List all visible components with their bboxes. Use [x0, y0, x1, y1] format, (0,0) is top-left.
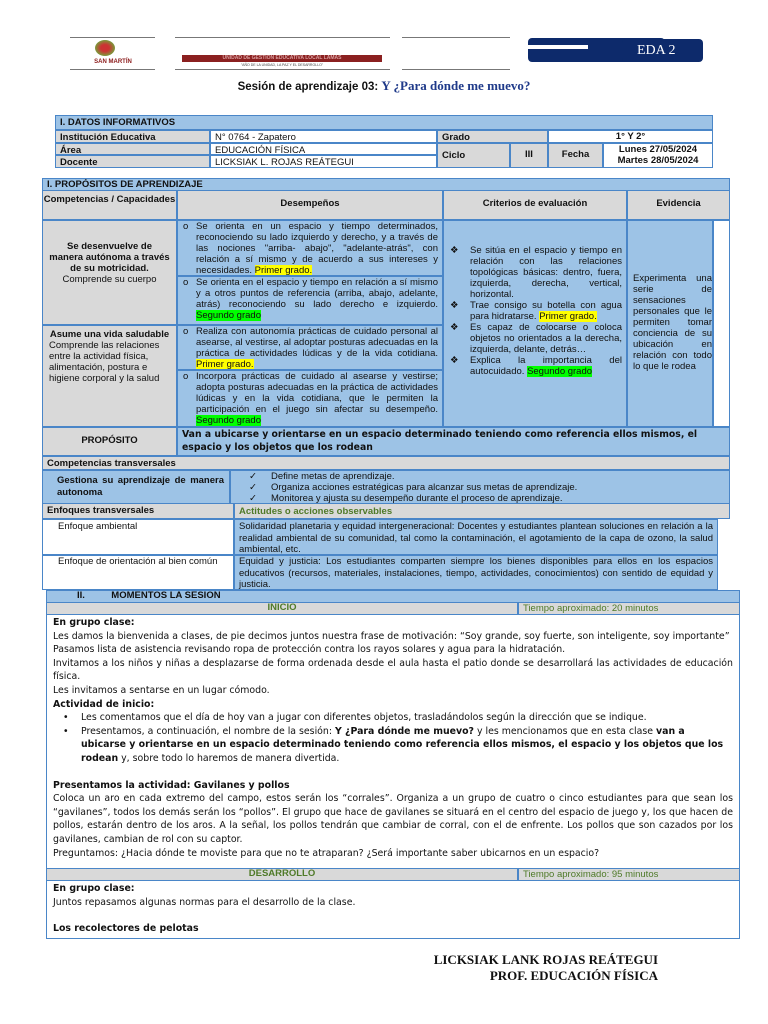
enfoque-text: Solidaridad planetaria y equidad interge… [234, 519, 718, 555]
list-item: Define metas de aprendizaje. [271, 471, 395, 482]
desempeno-text: Realiza con autonomía prácticas de cuida… [196, 326, 438, 359]
ugel-banner: UNIDAD DE GESTIÓN EDUCATIVA LOCAL LAMAS [182, 55, 382, 62]
capacidad: Comprende las relaciones entre la activi… [49, 340, 160, 384]
grade-tag: Segundo grado [196, 415, 261, 426]
criterios-cell: ❖ Se sitúa en el espacio y tiempo en rela… [443, 220, 627, 427]
competencia-1: Se desenvuelve de manera autónoma a trav… [42, 220, 177, 325]
date: Lunes 27/05/2024 [618, 144, 698, 155]
signature-name: LICKSIAK LANK ROJAS REÁTEGUI [433, 952, 658, 967]
proposito-text: Van a ubicarse y orientarse en un espaci… [177, 427, 730, 456]
paragraph: Invitamos a los niños y niñas a desplaza… [53, 657, 733, 683]
enfoque-name: Enfoque de orientación al bien común [42, 555, 234, 590]
check-icon: ✓ [249, 493, 257, 504]
desempeno-text: Se orienta en un espacio y tiempo determ… [196, 221, 438, 276]
competencia-2: Asume una vida saludable Comprende las r… [42, 325, 177, 427]
enfoque-name: Enfoque ambiental [42, 519, 234, 555]
column-header: Desempeños [177, 190, 443, 220]
badge-text: EDA 2 [637, 43, 676, 58]
column-header: Competencias / Capacidades [42, 190, 177, 220]
evidencia-cell: Experimenta una serie de sensaciones per… [627, 220, 713, 427]
page-title: Sesión de aprendizaje 03: Y ¿Para dónde … [237, 78, 531, 93]
value: EDUCACIÓN FÍSICA [210, 143, 437, 155]
section-heading: I. DATOS INFORMATIVOS [55, 115, 713, 130]
list-item: Presentamos, a continuación, el nombre d… [47, 725, 733, 766]
competencia-title: Asume una vida saludable [49, 329, 170, 340]
capacidades-list: ✓ Define metas de aprendizaje. ✓ Organiza … [230, 470, 730, 504]
value: III [510, 143, 548, 168]
criterio-text: Trae consigo su botella con agua para hi… [470, 300, 622, 322]
desempeno-item: o Incorpora prácticas de cuidado al asear… [177, 370, 443, 427]
paragraph: Preguntamos: ¿Hacia dónde te moviste par… [53, 847, 600, 859]
label: Fecha [548, 143, 603, 168]
proposito-label: PROPÓSITO [42, 427, 177, 456]
desarrollo-content: En grupo clase: Juntos repasamos algunas… [46, 880, 740, 939]
label: Ciclo [437, 143, 510, 168]
label: Docente [55, 155, 210, 168]
column-header: Criterios de evaluación [443, 190, 627, 220]
label: Institución Educativa [55, 130, 210, 143]
desempeno-text: Se orienta en el espacio y tiempo en rel… [196, 277, 438, 310]
value: LICKSIAK L. ROJAS REÁTEGUI [210, 155, 437, 168]
subheading: En grupo clase: [53, 617, 135, 628]
grade-tag: Segundo grado [196, 310, 261, 321]
regional-government-logo [95, 40, 115, 56]
text: van a ubicarse y orientarse en un espaci… [81, 725, 724, 764]
desempeno-text: Incorpora prácticas de cuidado al asears… [196, 371, 438, 415]
capacidad: Comprende su cuerpo [62, 274, 157, 285]
check-icon: ✓ [249, 482, 257, 493]
list-item: Monitorea y ajusta su desempeño durante … [271, 493, 563, 504]
enfoque-text: Equidad y justicia: Los estudiantes comp… [234, 555, 718, 590]
subheading: Presentamos la actividad: Gavilanes y po… [53, 779, 290, 791]
paragraph: Les damos la bienvenida a clases, de pie… [53, 630, 730, 642]
column-header: Evidencia [627, 190, 730, 220]
desempeno-item: o Se orienta en el espacio y tiempo en re… [177, 276, 443, 325]
inicio-content: En grupo clase: Les damos la bienvenida … [46, 614, 740, 869]
value: 1° Y 2° [548, 130, 713, 143]
paragraph: Pasamos lista de asistencia revisando ro… [53, 644, 566, 656]
subheading: En grupo clase: [53, 883, 135, 894]
competencia-transversal: Gestiona su aprendizaje de manera autono… [42, 470, 230, 504]
signature-block: LICKSIAK LANK ROJAS REÁTEGUI PROF. EDUCA… [400, 952, 658, 984]
fecha-value: Lunes 27/05/2024 Martes 28/05/2024 [603, 143, 713, 168]
column-header: Actitudes o acciones observables [234, 503, 730, 519]
ugel-motto: "AÑO DE LA UNIDAD, LA PAZ Y EL DESARROLL… [240, 63, 324, 67]
paragraph: Les invitamos a sentarse en un lugar cóm… [53, 684, 270, 696]
list-item: Les comentamos que el día de hoy van a j… [47, 711, 733, 725]
criterio-text: Es capaz de colocarse o coloca objetos n… [470, 322, 622, 355]
text: y, sobre todo lo haremos de manera diver… [118, 752, 340, 764]
logo-text: SAN MARTÍN [94, 59, 132, 65]
label: Grado [437, 130, 548, 143]
text: y les mencionamos que en esta clase [474, 725, 657, 737]
desempeno-item: o Realiza con autonomía prácticas de cuid… [177, 325, 443, 370]
text: Presentamos, a continuación, el nombre d… [81, 725, 335, 737]
blank-cell [713, 220, 730, 427]
subheading: Actividad de inicio: [53, 698, 155, 710]
date: Martes 28/05/2024 [617, 155, 699, 166]
criterio-text: Explica la importancia del autocuidado. [470, 355, 622, 377]
bullet-list: Les comentamos que el día de hoy van a j… [47, 711, 733, 765]
value: N° 0764 - Zapatero [210, 130, 437, 143]
column-header: Enfoques transversales [42, 503, 234, 519]
eda-badge: EDA 2 [622, 39, 703, 62]
section-heading: Competencias transversales [42, 456, 730, 470]
evidencia-text: Experimenta una serie de sensaciones per… [633, 273, 712, 372]
signature-role: PROF. EDUCACIÓN FÍSICA [489, 968, 658, 983]
grade-tag: Primer grado. [254, 265, 313, 276]
paragraph: Coloca un aro en cada extremo del campo,… [53, 793, 733, 845]
criterio-text: Se sitúa en el espacio y tiempo en relac… [470, 245, 622, 300]
desempeno-item: o Se orienta en un espacio y tiempo deter… [177, 220, 443, 276]
grade-tag: Primer grado. [196, 359, 254, 370]
subheading: Los recolectores de pelotas [53, 923, 199, 935]
competencia-title: Se desenvuelve de manera autónoma a trav… [49, 241, 170, 274]
grade-tag: Primer grado. [539, 311, 597, 322]
grade-tag: Segundo grado [527, 366, 593, 377]
label: Área [55, 143, 210, 155]
list-item: Organiza acciones estratégicas para alca… [271, 482, 578, 493]
text: Y ¿Para dónde me muevo? [335, 725, 474, 737]
paragraph: Juntos repasamos algunas normas para el … [53, 896, 356, 908]
check-icon: ✓ [249, 471, 257, 482]
